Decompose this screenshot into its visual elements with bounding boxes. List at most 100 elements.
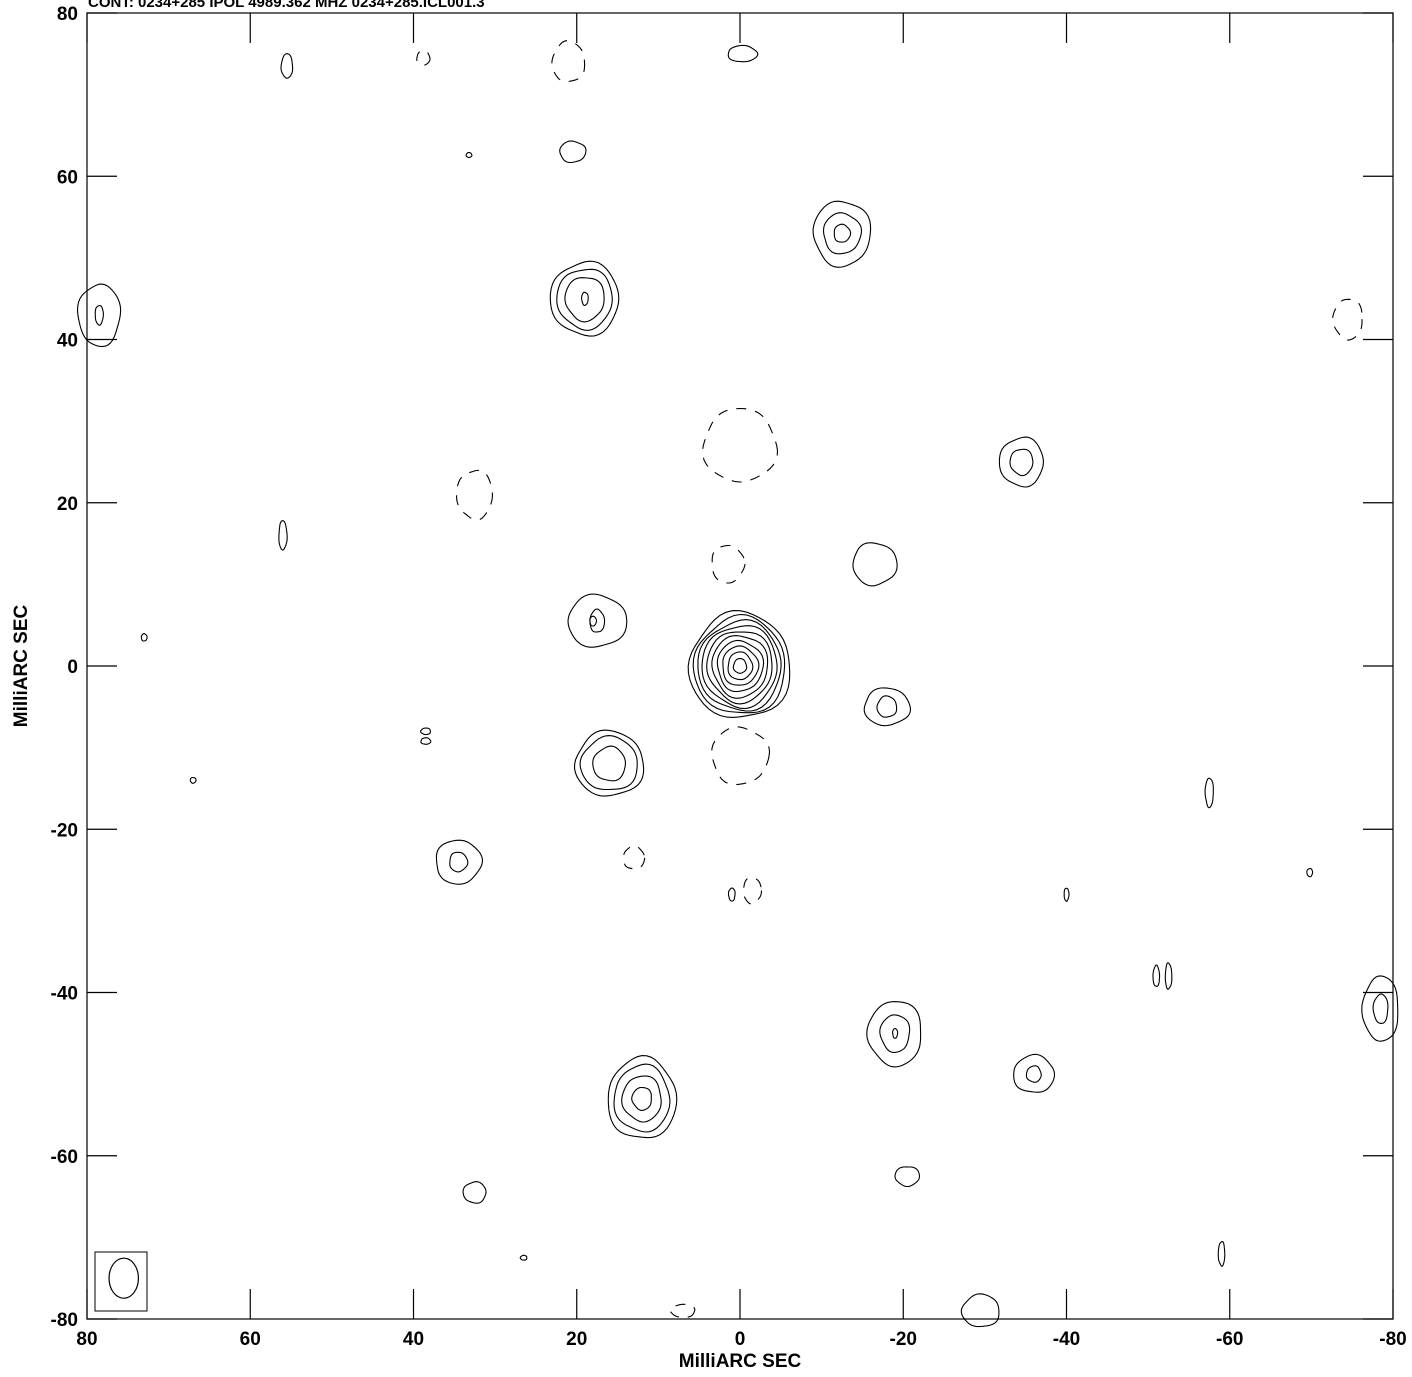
x-axis-label: MilliARC SEC: [679, 1351, 802, 1372]
contour-level: [998, 436, 1044, 488]
beam-indicator: [94, 1251, 148, 1312]
contour-level: [189, 776, 197, 784]
contour-level: [692, 613, 786, 714]
contour-layer: [76, 40, 1399, 1328]
contour-level: [732, 658, 748, 674]
y-tick-label: -20: [51, 820, 78, 841]
contour-level: [716, 639, 765, 693]
contour-level: [892, 1027, 899, 1039]
contour-level: [687, 610, 791, 718]
contour-level: [1009, 448, 1034, 477]
negative-contour: [416, 49, 431, 66]
contour-level: [592, 745, 626, 782]
contour-level: [280, 53, 294, 79]
contour-level: [567, 593, 628, 648]
contour-level: [727, 887, 736, 902]
contour-level: [564, 277, 605, 323]
y-tick-label: 0: [67, 657, 78, 678]
x-tick-label: -20: [890, 1329, 917, 1350]
y-axis-label: MilliARC SEC: [11, 604, 32, 727]
contour-level: [1025, 1065, 1042, 1083]
axis-ticks: [86, 12, 1394, 1320]
contour-level: [701, 625, 778, 710]
beam-box: [94, 1251, 148, 1312]
contour-level: [435, 839, 483, 885]
y-tick-label: 20: [57, 494, 78, 515]
x-tick-label: 0: [735, 1329, 746, 1350]
contour-level: [711, 635, 769, 699]
contour-level: [76, 283, 122, 348]
x-tick-label: -80: [1379, 1329, 1406, 1350]
contour-level: [1217, 1240, 1226, 1267]
contour-level: [852, 542, 898, 587]
y-tick-label: -80: [51, 1310, 78, 1331]
x-tick-label: 20: [566, 1329, 587, 1350]
contour-level: [420, 727, 431, 736]
contour-level: [1152, 964, 1161, 987]
contour-level: [706, 631, 773, 705]
contour-level: [727, 44, 759, 63]
contour-level: [449, 851, 469, 873]
contour-level: [465, 152, 473, 159]
contour-level: [579, 735, 638, 791]
contour-level: [863, 687, 912, 727]
x-tick-label: 40: [403, 1329, 424, 1350]
contour-level: [519, 1254, 528, 1261]
contour-level: [613, 1063, 671, 1133]
contour-level: [960, 1293, 1000, 1328]
contour-level: [1361, 975, 1399, 1042]
contour-level: [573, 729, 645, 797]
contour-level: [1204, 777, 1214, 809]
contour-level: [607, 1055, 678, 1139]
y-tick-label: -40: [51, 984, 78, 1005]
contour-level: [140, 633, 148, 642]
negative-contour: [551, 40, 586, 83]
negative-contour: [711, 726, 771, 786]
contour-level: [722, 645, 760, 686]
contour-level: [278, 520, 288, 551]
negative-contour: [669, 1303, 696, 1318]
contour-level: [812, 200, 872, 268]
contour-level: [589, 608, 606, 633]
y-tick-label: 40: [57, 331, 78, 352]
x-tick-label: -60: [1216, 1329, 1243, 1350]
contour-level: [462, 1181, 487, 1204]
contour-level: [559, 140, 587, 164]
negative-contour: [711, 544, 746, 584]
negative-contour: [742, 877, 763, 905]
y-tick-label: 80: [57, 4, 78, 25]
contour-level: [1372, 993, 1389, 1024]
negative-contour: [1332, 298, 1363, 341]
contour-level: [556, 268, 613, 331]
contour-level: [631, 1086, 652, 1111]
contour-level: [879, 1014, 911, 1053]
contour-level: [581, 291, 589, 306]
negative-contour: [622, 845, 646, 870]
contour-level: [822, 212, 863, 255]
negative-contour: [456, 469, 494, 521]
contour-level: [1063, 887, 1070, 902]
contour-level: [420, 737, 432, 745]
contour-level: [833, 223, 852, 243]
contour-level: [1164, 962, 1173, 990]
contour-level: [589, 615, 598, 627]
plot-frame: [86, 12, 1394, 1320]
y-tick-label: -60: [51, 1147, 78, 1168]
beam-ellipse: [108, 1257, 140, 1299]
x-tick-label: -40: [1053, 1329, 1080, 1350]
contour-level: [621, 1075, 662, 1123]
x-tick-label: 60: [240, 1329, 261, 1350]
contour-level: [894, 1166, 921, 1188]
contour-level: [727, 651, 754, 681]
contour-level: [1306, 867, 1314, 878]
negative-contour: [701, 407, 779, 483]
contour-level: [697, 619, 782, 712]
y-tick-label: 60: [57, 167, 78, 188]
contour-level: [866, 1001, 922, 1068]
chart-title: CONT: 0234+285 IPOL 4989.362 MHZ 0234+28…: [88, 0, 485, 11]
x-tick-label: 80: [76, 1329, 97, 1350]
contour-level: [549, 260, 620, 337]
axis-tick-labels: 80 60 40 20 0 -20 -40 -60 -80806040200-20-40-60-…: [51, 4, 1407, 1350]
contour-level: [1013, 1053, 1056, 1093]
